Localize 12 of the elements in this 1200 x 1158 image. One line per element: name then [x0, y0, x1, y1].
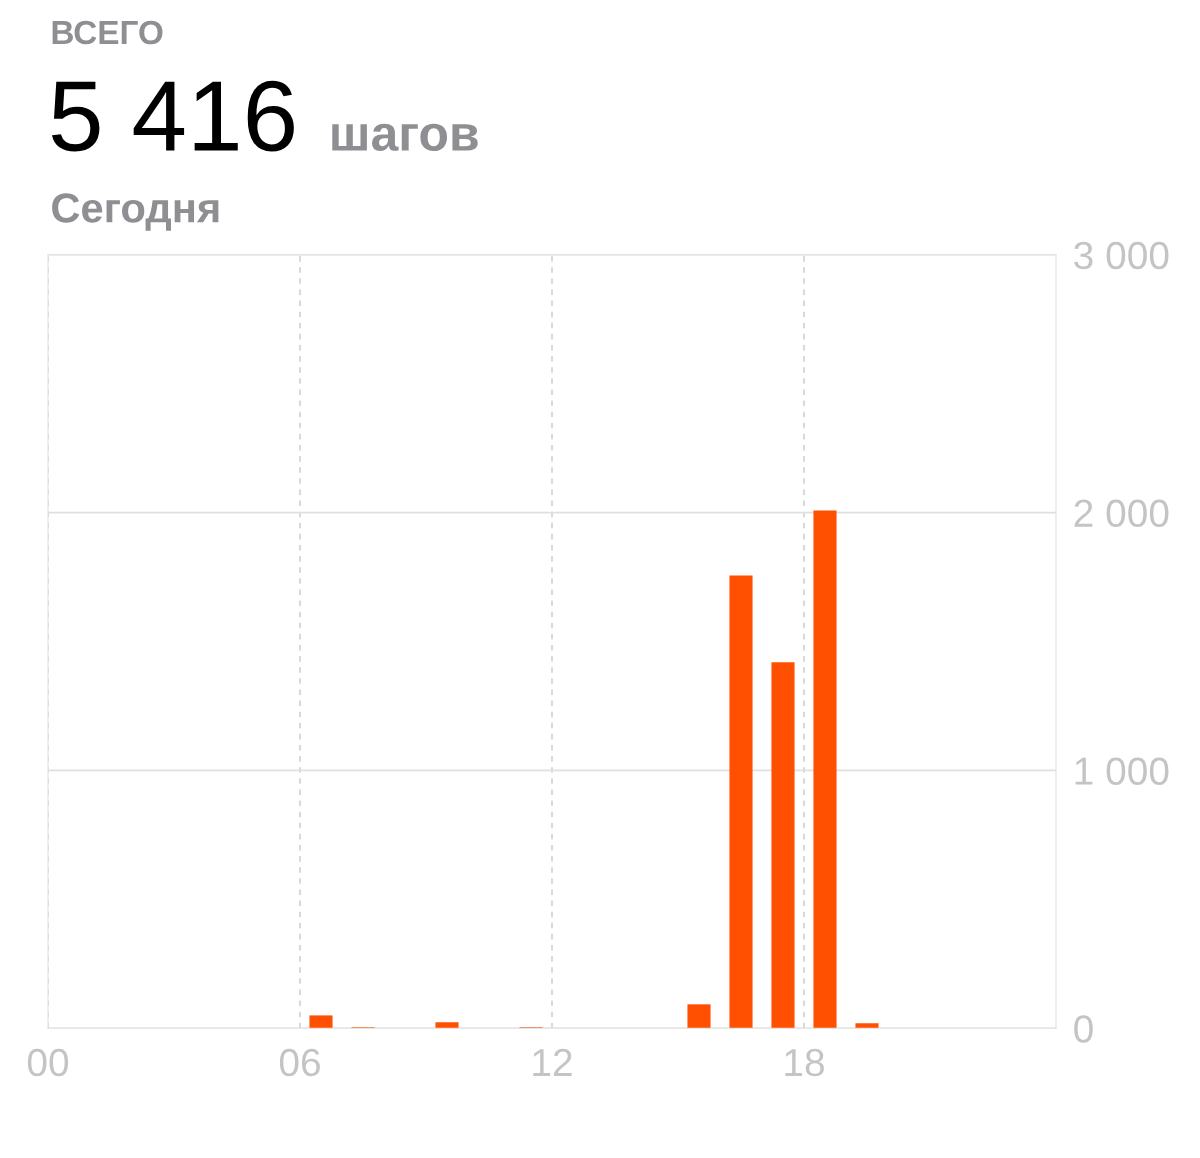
text: 5 416: [52, 80, 294, 152]
chart-subtitle: Сегодня: [52, 193, 219, 231]
y-tick-label: 2 000: [1074, 499, 1169, 528]
text: шагов: [332, 123, 478, 152]
x-tick-label: 00: [27, 1048, 69, 1077]
y-tick-label: 3 000: [1074, 241, 1169, 270]
y-tick-label: 1 000: [1075, 757, 1169, 785]
y-tick-label: 0: [1074, 1015, 1093, 1043]
chart-title: ВСЕГО: [52, 20, 163, 45]
x-tick-label: 06: [279, 1048, 320, 1077]
x-tick-label: 18: [785, 1048, 824, 1077]
x-tick-label: 12: [533, 1048, 572, 1076]
